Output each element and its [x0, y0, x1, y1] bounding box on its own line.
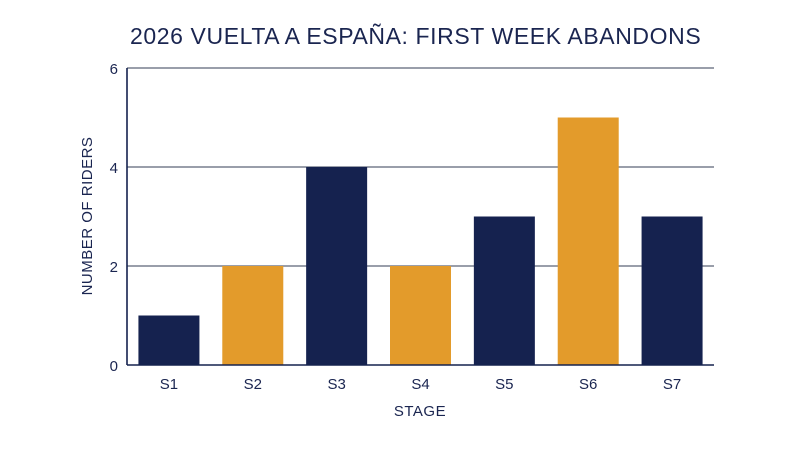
y-tick-label: 0	[110, 358, 118, 375]
bar-s5	[473, 216, 535, 365]
bar-s6	[557, 117, 619, 365]
axes	[126, 68, 714, 366]
bar-s7	[641, 216, 703, 365]
x-tick-label: S3	[327, 376, 345, 393]
y-axis-label: NUMBER OF RIDERS	[79, 137, 96, 296]
bar-s4	[390, 266, 451, 365]
x-tick-label: S7	[663, 376, 681, 393]
x-tick-label: S1	[160, 376, 178, 393]
bar-s1	[138, 315, 200, 365]
chart-title: 2026 VUELTA A ESPAÑA: FIRST WEEK ABANDON…	[130, 23, 701, 49]
bars	[138, 117, 703, 365]
y-tick-labels: 0 2 4 6	[110, 61, 118, 375]
y-tick-label: 4	[110, 160, 118, 177]
gridlines	[127, 67, 714, 267]
bar-s2	[222, 266, 284, 365]
x-tick-label: S2	[244, 376, 262, 393]
y-tick-label: 2	[110, 259, 118, 276]
bar-s3	[306, 167, 368, 365]
x-tick-labels: S1 S2 S3 S4 S5 S6 S7	[160, 376, 682, 393]
y-tick-label: 6	[110, 61, 118, 78]
x-tick-label: S5	[495, 376, 513, 393]
x-axis-label: STAGE	[394, 403, 446, 420]
x-tick-label: S6	[579, 376, 597, 393]
x-tick-label: S4	[411, 376, 429, 393]
